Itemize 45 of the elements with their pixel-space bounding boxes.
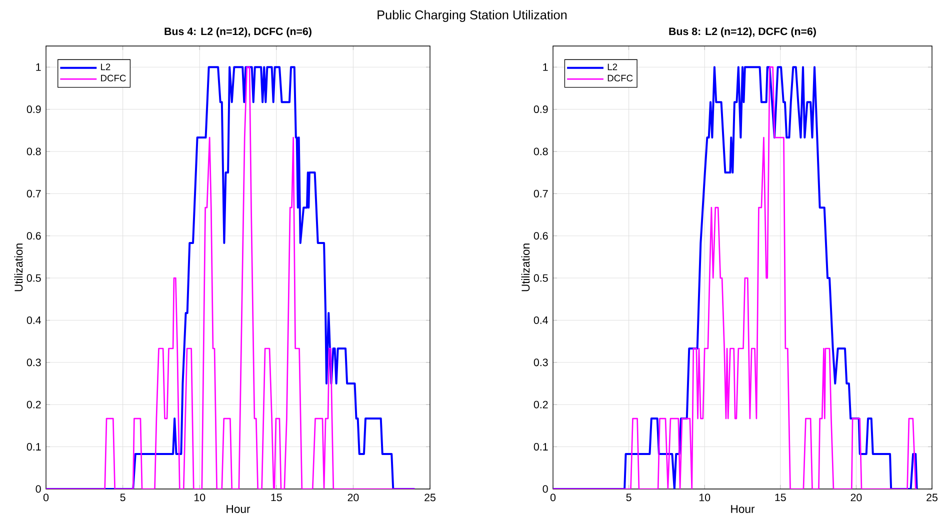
legend-label: DCFC <box>101 74 126 82</box>
x-tick-label: 15 <box>775 494 786 502</box>
y-tick-label: 0.4 <box>26 316 41 324</box>
x-tick-label: 10 <box>699 494 710 502</box>
y-tick-label: 0.7 <box>534 190 548 198</box>
y-tick-label: 0.2 <box>534 400 548 408</box>
y-tick-label: 0.9 <box>26 106 41 114</box>
y-tick-label: 1 <box>36 63 41 71</box>
y-tick-label: 0.5 <box>534 274 548 282</box>
x-tick-label: 25 <box>926 494 938 502</box>
x-tick-label: 15 <box>271 494 282 502</box>
x-tick-label: 20 <box>348 494 359 502</box>
y-tick-label: 0.6 <box>534 232 548 240</box>
y-axis-title: Utilization <box>521 244 530 292</box>
x-tick-label: 25 <box>424 494 436 502</box>
legend-label: DCFC <box>608 74 633 82</box>
y-tick-label: 0.4 <box>534 316 548 324</box>
y-tick-label: 0 <box>36 485 41 493</box>
x-tick-label: 20 <box>850 494 862 502</box>
x-tick-label: 5 <box>120 494 126 502</box>
y-tick-label: 0.3 <box>534 358 548 366</box>
legend-label: L2 <box>608 64 618 70</box>
y-tick-label: 0 <box>542 485 548 493</box>
chart-title: Bus 8: L2 (n=12), DCFC (n=6) <box>669 27 816 38</box>
y-tick-label: 0.8 <box>534 148 548 156</box>
y-tick-label: 0.1 <box>26 443 41 451</box>
y-tick-label: 0.6 <box>26 232 41 240</box>
y-axis-title: Utilization <box>14 244 23 292</box>
y-tick-label: 0.8 <box>26 148 41 156</box>
x-tick-label: 0 <box>43 494 49 502</box>
x-axis-title: Hour <box>226 505 250 513</box>
legend-label: L2 <box>101 64 110 70</box>
chart-title: Bus 4: L2 (n=12), DCFC (n=6) <box>164 27 312 38</box>
text: Public Charging Station Utilization <box>378 10 567 22</box>
y-tick-label: 1 <box>543 63 548 71</box>
x-tick-label: 10 <box>194 494 206 502</box>
x-axis-title: Hour <box>731 505 755 513</box>
y-tick-label: 0.3 <box>26 358 41 366</box>
x-tick-label: 5 <box>626 494 632 502</box>
y-tick-label: 0.9 <box>534 106 548 114</box>
y-tick-label: 0.2 <box>26 400 41 408</box>
y-tick-label: 0.5 <box>26 274 41 282</box>
y-tick-label: 0.7 <box>26 190 41 198</box>
x-tick-label: 0 <box>550 494 556 502</box>
y-tick-label: 0.1 <box>534 443 548 451</box>
